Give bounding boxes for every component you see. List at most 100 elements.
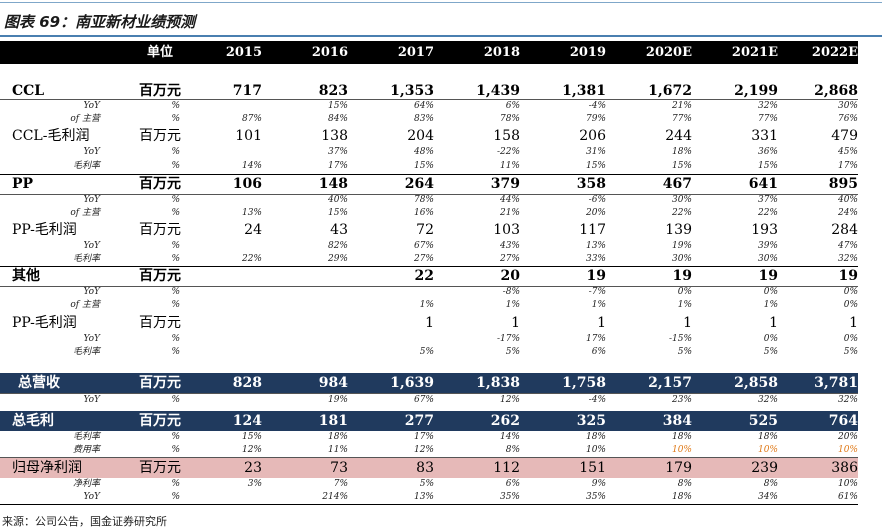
row-value: 1,353 bbox=[390, 83, 434, 99]
row-value: 11% bbox=[499, 161, 520, 171]
row-value: 239 bbox=[751, 460, 778, 476]
row-unit: % bbox=[171, 334, 180, 344]
row-value: 17% bbox=[413, 432, 434, 442]
header-year: 2015 bbox=[225, 45, 262, 60]
row-value: 1 bbox=[769, 315, 778, 331]
row-value: 15% bbox=[585, 161, 606, 171]
row-value: 10% bbox=[837, 445, 858, 455]
row-value: 9% bbox=[591, 479, 606, 489]
row-value: 828 bbox=[232, 375, 262, 391]
row-value: 10% bbox=[671, 445, 692, 455]
row-value: 24 bbox=[244, 222, 262, 238]
row-value: 83 bbox=[416, 460, 434, 476]
table-row-ccl-gp: CCL-毛利润 百万元 101 138 204 158 206 244 331 479 bbox=[0, 127, 858, 145]
table-row-expense: 费用率% 12% 11% 12% 8% 10% 10% 10% 10% bbox=[0, 444, 858, 457]
row-value: 1 bbox=[849, 315, 858, 331]
row-value: 13% bbox=[241, 208, 262, 218]
row-value: 1% bbox=[419, 300, 434, 310]
row-value: 32% bbox=[757, 395, 778, 405]
row-label: 总营收 bbox=[18, 375, 60, 391]
row-unit: % bbox=[171, 287, 180, 297]
row-value: 331 bbox=[751, 128, 778, 144]
row-value: 262 bbox=[490, 413, 520, 429]
row-value: 32% bbox=[837, 395, 858, 405]
row-label: 其他 bbox=[12, 268, 40, 284]
row-value: 43 bbox=[330, 222, 348, 238]
row-value: 13% bbox=[413, 492, 434, 502]
row-value: 77% bbox=[757, 114, 778, 124]
row-value: 384 bbox=[662, 413, 692, 429]
row-divider bbox=[0, 266, 858, 267]
row-label: YoY bbox=[83, 334, 100, 344]
row-value: 72 bbox=[416, 222, 434, 238]
row-value: -4% bbox=[588, 101, 606, 111]
row-value: 84% bbox=[327, 114, 348, 124]
row-value: 284 bbox=[831, 222, 858, 238]
row-value: 15% bbox=[327, 208, 348, 218]
row-value: 1,639 bbox=[390, 375, 434, 391]
row-value: 31% bbox=[585, 147, 606, 157]
row-value: 15% bbox=[413, 161, 434, 171]
row-unit: 百万元 bbox=[139, 413, 181, 429]
row-value: 19 bbox=[838, 268, 858, 284]
row-value: 5% bbox=[419, 479, 434, 489]
row-value: 17% bbox=[327, 161, 348, 171]
row-value: 17% bbox=[585, 334, 606, 344]
row-value: 76% bbox=[837, 114, 858, 124]
row-value: 1,838 bbox=[476, 375, 520, 391]
row-value: 3% bbox=[247, 479, 262, 489]
header-year: 2016 bbox=[311, 45, 348, 60]
row-unit: % bbox=[171, 254, 180, 264]
row-value: 30% bbox=[671, 195, 692, 205]
row-unit: % bbox=[171, 208, 180, 218]
row-label: YoY bbox=[83, 195, 100, 205]
row-label: 毛利率 bbox=[72, 161, 100, 171]
header-year: 2021E bbox=[731, 45, 778, 60]
row-value: 82% bbox=[327, 241, 348, 251]
row-value: 264 bbox=[404, 176, 434, 192]
table-row-net-margin: 净利率% 3% 7% 5% 6% 9% 8% 8% 10% bbox=[0, 478, 858, 491]
header-year: 2022E bbox=[811, 45, 858, 60]
row-value: 2,199 bbox=[734, 83, 778, 99]
row-unit: % bbox=[171, 347, 180, 357]
row-value: 1% bbox=[505, 300, 520, 310]
row-label: 毛利率 bbox=[72, 347, 100, 357]
row-value: 20% bbox=[585, 208, 606, 218]
table-row-other: 其他 百万元 22 20 19 19 19 19 bbox=[0, 267, 858, 286]
row-unit: 百万元 bbox=[139, 268, 181, 284]
row-unit: % bbox=[171, 101, 180, 111]
row-value: 206 bbox=[579, 128, 606, 144]
row-unit: % bbox=[171, 241, 180, 251]
row-value: 10% bbox=[585, 445, 606, 455]
row-value: 21% bbox=[499, 208, 520, 218]
row-value: 19 bbox=[758, 268, 778, 284]
row-value: 158 bbox=[493, 128, 520, 144]
row-value: 22% bbox=[241, 254, 262, 264]
row-label: of 主营 bbox=[70, 114, 100, 124]
row-label: 总毛利 bbox=[12, 413, 54, 429]
row-value: 1 bbox=[511, 315, 520, 331]
row-value: 106 bbox=[232, 176, 262, 192]
row-value: 35% bbox=[499, 492, 520, 502]
row-divider bbox=[0, 457, 858, 458]
row-value: 2,868 bbox=[814, 83, 858, 99]
row-value: 1,439 bbox=[476, 83, 520, 99]
row-value: 0% bbox=[677, 287, 692, 297]
row-unit: 百万元 bbox=[139, 315, 181, 331]
row-value: 204 bbox=[407, 128, 434, 144]
row-unit: 百万元 bbox=[139, 83, 181, 99]
row-value: 40% bbox=[837, 195, 858, 205]
row-value: 0% bbox=[763, 334, 778, 344]
row-value: 10% bbox=[837, 479, 858, 489]
row-value: -8% bbox=[502, 287, 520, 297]
row-value: 67% bbox=[413, 241, 434, 251]
table-row-other-yoy: YoY% -8% -7% 0% 0% 0% bbox=[0, 286, 858, 299]
figure-title: 图表 69：南亚新材业绩预测 bbox=[4, 13, 196, 31]
row-value: 30% bbox=[671, 254, 692, 264]
header-unit: 单位 bbox=[146, 45, 173, 60]
row-value: 79% bbox=[585, 114, 606, 124]
row-value: 139 bbox=[665, 222, 692, 238]
row-label: 毛利率 bbox=[72, 432, 100, 442]
row-unit: % bbox=[171, 492, 180, 502]
row-value: 6% bbox=[505, 479, 520, 489]
